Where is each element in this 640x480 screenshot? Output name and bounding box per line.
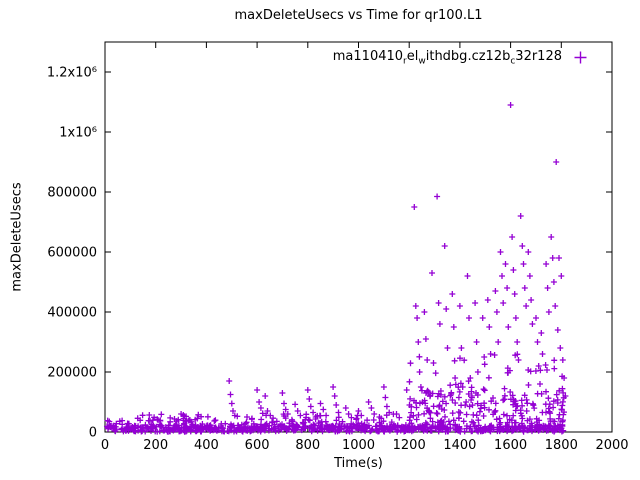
svg-text:1400: 1400 [443, 438, 476, 453]
svg-text:1600: 1600 [494, 438, 527, 453]
x-axis-title: Time(s) [334, 456, 383, 471]
svg-text:600000: 600000 [47, 246, 97, 261]
svg-text:1x10⁶: 1x10⁶ [59, 126, 97, 141]
svg-text:0: 0 [101, 438, 109, 453]
svg-text:400000: 400000 [47, 306, 97, 321]
chart-title: maxDeleteUsecs vs Time for qr100.L1 [234, 8, 483, 23]
legend-series-label: ma110410relwithdbg.cz12bc32r128 [332, 49, 562, 67]
svg-text:200000: 200000 [47, 366, 97, 381]
svg-text:1800: 1800 [545, 438, 578, 453]
svg-text:400: 400 [194, 438, 219, 453]
svg-text:600: 600 [245, 438, 270, 453]
svg-text:200: 200 [143, 438, 168, 453]
svg-text:0: 0 [89, 426, 97, 441]
plus-marker-icon [574, 51, 587, 64]
svg-text:1200: 1200 [393, 438, 426, 453]
legend: ma110410relwithdbg.cz12bc32r128 [333, 49, 587, 67]
svg-text:1000: 1000 [342, 438, 375, 453]
svg-text:1.2x10⁶: 1.2x10⁶ [47, 66, 97, 81]
svg-text:800000: 800000 [47, 186, 97, 201]
svg-text:2000: 2000 [595, 438, 628, 453]
svg-text:800: 800 [295, 438, 320, 453]
